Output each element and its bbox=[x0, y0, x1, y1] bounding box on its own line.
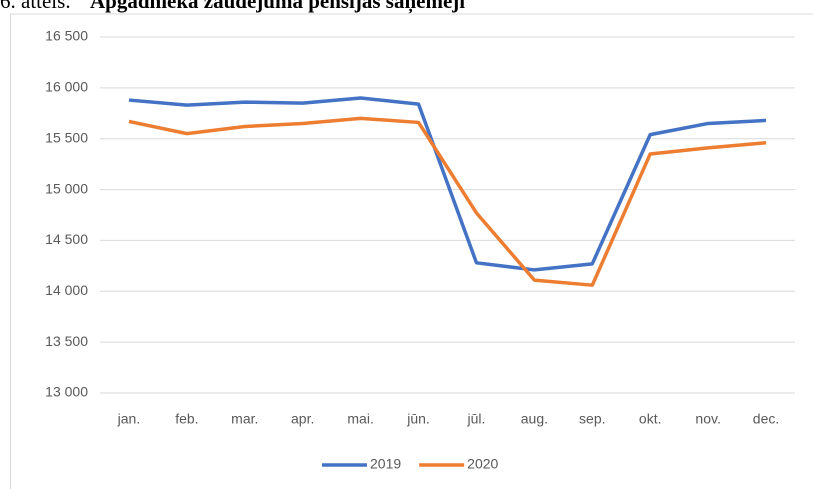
line-series bbox=[128, 96, 767, 272]
legend-label: 2019 bbox=[370, 456, 401, 472]
x-tick-label: sep. bbox=[579, 411, 605, 427]
x-tick-label: feb. bbox=[175, 411, 198, 427]
line-series bbox=[128, 116, 767, 287]
x-tick-label: mai. bbox=[347, 411, 373, 427]
legend-label: 2020 bbox=[467, 456, 498, 472]
y-tick-label: 13 000 bbox=[45, 384, 88, 400]
y-tick-label: 15 500 bbox=[45, 129, 88, 145]
x-tick-label: aug. bbox=[521, 411, 548, 427]
y-tick-label: 13 500 bbox=[45, 333, 88, 349]
y-tick-label: 14 000 bbox=[45, 282, 88, 298]
x-tick-label: dec. bbox=[753, 411, 779, 427]
x-tick-label: jan. bbox=[117, 411, 141, 427]
chart-frame bbox=[10, 13, 813, 489]
x-tick-label: apr. bbox=[291, 411, 314, 427]
y-tick-label: 15 000 bbox=[45, 180, 88, 196]
x-tick-label: jūn. bbox=[406, 411, 430, 427]
y-tick-label: 16 000 bbox=[45, 79, 88, 95]
y-tick-label: 14 500 bbox=[45, 231, 88, 247]
x-tick-label: nov. bbox=[695, 411, 720, 427]
x-tick-label: okt. bbox=[639, 411, 662, 427]
y-tick-label: 16 500 bbox=[45, 28, 88, 44]
figure-label: 6. attēls. bbox=[0, 0, 71, 13]
chart-title: Apgādnieka zaudējuma pensijas saņēmēji bbox=[90, 0, 465, 14]
x-tick-label: jūl. bbox=[467, 411, 486, 427]
x-tick-label: mar. bbox=[231, 411, 258, 427]
